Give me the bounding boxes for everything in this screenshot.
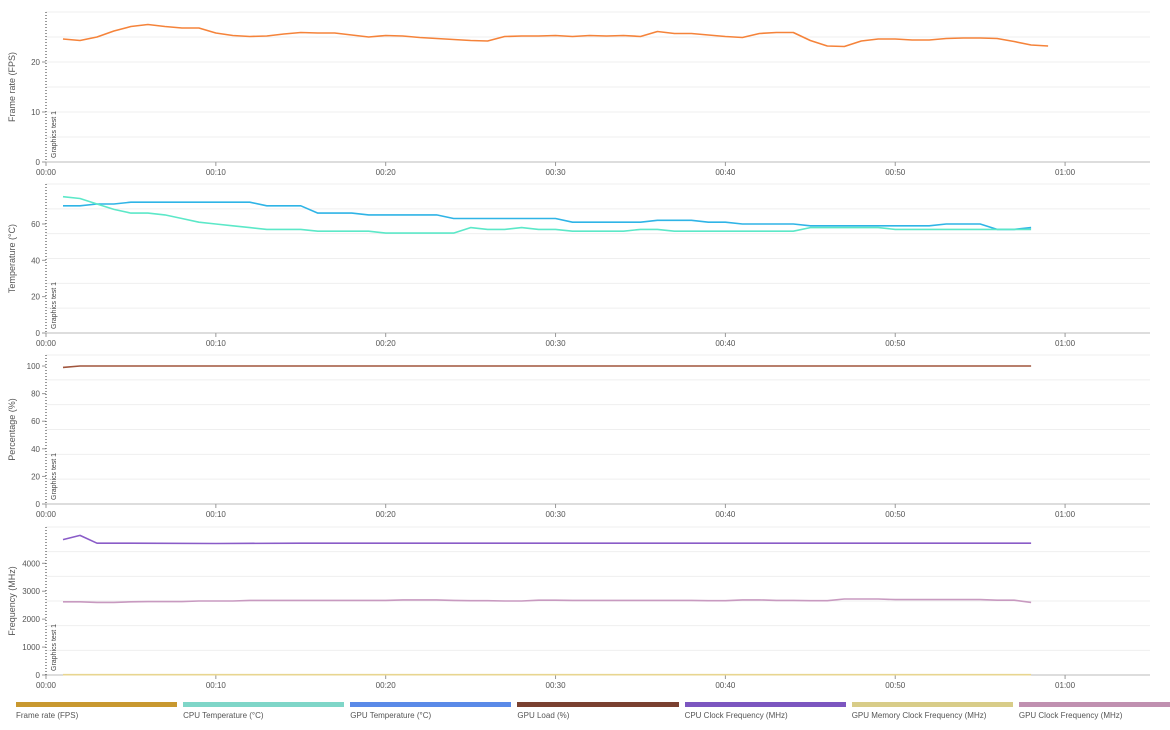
series-line (62, 534, 1032, 545)
x-tick-label: 01:00 (1055, 339, 1076, 348)
legend-swatch (350, 702, 512, 707)
x-tick-label: 00:50 (885, 339, 906, 348)
x-tick-label: 00:30 (546, 510, 567, 519)
x-tick-label: 00:20 (376, 681, 397, 690)
x-tick-label: 00:40 (715, 510, 736, 519)
x-tick-label: 00:50 (885, 681, 906, 690)
y-tick-label: 1000 (22, 643, 40, 652)
x-tick-label: 01:00 (1055, 681, 1076, 690)
x-tick-label: 00:10 (206, 339, 227, 348)
charts-canvas: 0 10 20 00:00 00:10 00:20 00:30 00:40 00:50 01:00… (7, 11, 1150, 690)
x-tick-label: 01:00 (1055, 510, 1076, 519)
legend-item[interactable]: GPU Load (%) (517, 698, 679, 728)
x-tick-label: 00:20 (376, 168, 397, 177)
legend-item[interactable]: CPU Clock Frequency (MHz) (684, 698, 846, 728)
y-tick-label: 60 (31, 417, 40, 426)
y-tick-label: 40 (31, 256, 40, 265)
legend-swatch (684, 702, 846, 707)
x-tick-label: 00:50 (885, 168, 906, 177)
legend-item[interactable]: CPU Temperature (°C) (183, 698, 345, 728)
test-marker-label: Graphics test 1 (51, 111, 58, 158)
x-tick-label: 00:30 (546, 681, 567, 690)
x-tick-label: 00:20 (376, 510, 397, 519)
y-tick-label: 80 (31, 390, 40, 399)
x-tick-label: 00:00 (36, 339, 57, 348)
legend-item[interactable]: GPU Memory Clock Frequency (MHz) (851, 698, 1013, 728)
x-tick-label: 01:00 (1055, 168, 1076, 177)
legend-label: CPU Clock Frequency (MHz) (684, 711, 788, 720)
y-tick-label: 4000 (22, 559, 40, 568)
y-axis-label: Frequency (MHz) (7, 566, 17, 636)
y-axis-label: Temperature (°C) (7, 224, 17, 293)
test-marker-label: Graphics test 1 (51, 282, 58, 329)
y-tick-label: 2000 (22, 615, 40, 624)
legend-item[interactable]: GPU Clock Frequency (MHz) (1018, 698, 1170, 728)
legend-label: GPU Load (%) (517, 711, 570, 720)
y-tick-label: 0 (36, 500, 41, 509)
legend-label: Frame rate (FPS) (16, 711, 79, 720)
y-tick-label: 20 (31, 472, 40, 481)
legend-swatch (1018, 702, 1170, 707)
x-tick-label: 00:40 (715, 168, 736, 177)
x-tick-label: 00:30 (546, 168, 567, 177)
series-line (62, 195, 1032, 234)
series-line (63, 201, 1032, 231)
y-tick-label: 3000 (22, 587, 40, 596)
legend-item[interactable]: Frame rate (FPS) (16, 698, 178, 728)
test-marker-label: Graphics test 1 (51, 453, 58, 500)
test-marker-label: Graphics test 1 (51, 624, 58, 671)
x-tick-label: 00:40 (715, 339, 736, 348)
x-tick-label: 00:00 (36, 510, 57, 519)
x-tick-label: 00:10 (206, 681, 227, 690)
legend: Frame rate (FPS) CPU Temperature (°C) GPU … (0, 698, 1170, 728)
series-line (63, 598, 1032, 604)
y-tick-label: 0 (36, 158, 41, 167)
y-axis-label: Percentage (%) (7, 398, 17, 461)
legend-label: CPU Temperature (°C) (183, 711, 264, 720)
y-tick-label: 0 (36, 329, 41, 338)
legend-label: GPU Clock Frequency (MHz) (1018, 711, 1123, 720)
y-tick-label: 0 (36, 671, 41, 680)
series-line (62, 365, 1032, 369)
y-tick-label: 20 (31, 293, 40, 302)
x-tick-label: 00:00 (36, 168, 57, 177)
x-tick-label: 00:10 (206, 510, 227, 519)
legend-swatch (16, 702, 178, 707)
y-axis-label: Frame rate (FPS) (7, 52, 17, 122)
legend-swatch (517, 702, 679, 707)
y-tick-label: 100 (27, 362, 41, 371)
series-line (62, 23, 1049, 48)
y-tick-label: 20 (31, 58, 40, 67)
legend-label: GPU Memory Clock Frequency (MHz) (851, 711, 987, 720)
legend-swatch (851, 702, 1013, 707)
legend-label: GPU Temperature (°C) (350, 711, 432, 720)
x-tick-label: 00:00 (36, 681, 57, 690)
x-tick-label: 00:30 (546, 339, 567, 348)
x-tick-label: 00:40 (715, 681, 736, 690)
legend-item[interactable]: GPU Temperature (°C) (350, 698, 512, 728)
y-tick-label: 10 (31, 108, 40, 117)
y-tick-label: 60 (31, 220, 40, 229)
x-tick-label: 00:10 (206, 168, 227, 177)
x-tick-label: 00:20 (376, 339, 397, 348)
legend-swatch (183, 702, 345, 707)
y-tick-label: 40 (31, 445, 40, 454)
x-tick-label: 00:50 (885, 510, 906, 519)
